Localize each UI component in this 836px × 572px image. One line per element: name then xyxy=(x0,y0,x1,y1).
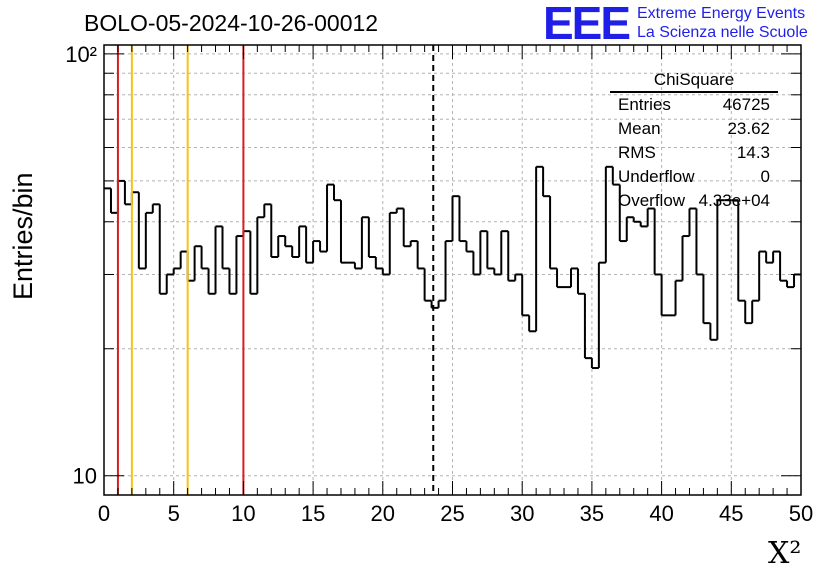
stats-key: RMS xyxy=(618,143,656,162)
stats-row-mean: Mean 23.62 xyxy=(610,117,778,141)
x-tick-label: 25 xyxy=(440,501,464,526)
chart-title: BOLO-05-2024-10-26-00012 xyxy=(84,10,379,36)
x-axis-label: X² xyxy=(768,536,802,571)
stats-row-entries: Entries 46725 xyxy=(610,93,778,117)
stats-key: Underflow xyxy=(618,167,695,186)
x-tick-label: 40 xyxy=(649,501,673,526)
stats-row-underflow: Underflow 0 xyxy=(610,165,778,189)
stats-box: ChiSquare Entries 46725 Mean 23.62 RMS 1… xyxy=(610,70,778,213)
x-tick-label: 10 xyxy=(231,501,255,526)
y-tick-label: 10 xyxy=(73,464,97,489)
x-tick-label: 5 xyxy=(168,501,180,526)
stats-value: 4.33e+04 xyxy=(698,191,770,210)
stats-value: 14.3 xyxy=(736,143,770,162)
logo-line-1: Extreme Energy Events xyxy=(637,5,806,22)
x-tick-label: 30 xyxy=(510,501,534,526)
stats-value: 23.62 xyxy=(727,119,770,138)
x-tick-label: 0 xyxy=(98,501,110,526)
stats-value: 0 xyxy=(760,167,770,186)
histogram-series xyxy=(104,165,801,370)
x-tick-label: 15 xyxy=(301,501,325,526)
y-axis-label: Entries/bin xyxy=(8,172,38,300)
x-tick-label: 35 xyxy=(580,501,604,526)
tick-labels: 0 5 10 15 20 25 30 35 40 45 50 10 10² xyxy=(65,42,813,526)
stats-key: Entries xyxy=(618,95,671,114)
stats-title: ChiSquare xyxy=(610,70,778,93)
x-tick-label: 20 xyxy=(371,501,395,526)
stats-key: Mean xyxy=(618,119,661,138)
y-tick-label: 10² xyxy=(65,42,97,67)
stats-row-rms: RMS 14.3 xyxy=(610,141,778,165)
logo-line-2: La Scienza nelle Scuole xyxy=(637,24,808,41)
x-tick-label: 45 xyxy=(719,501,743,526)
marker-lines xyxy=(116,45,435,495)
stats-key: Overflow xyxy=(618,191,686,210)
stats-value: 46725 xyxy=(722,95,770,114)
grid xyxy=(104,45,801,496)
axis-ticks xyxy=(103,45,802,496)
x-tick-label: 50 xyxy=(789,501,813,526)
eee-logo: EEE xyxy=(543,0,631,49)
stats-row-overflow: Overflow 4.33e+04 xyxy=(610,189,778,213)
